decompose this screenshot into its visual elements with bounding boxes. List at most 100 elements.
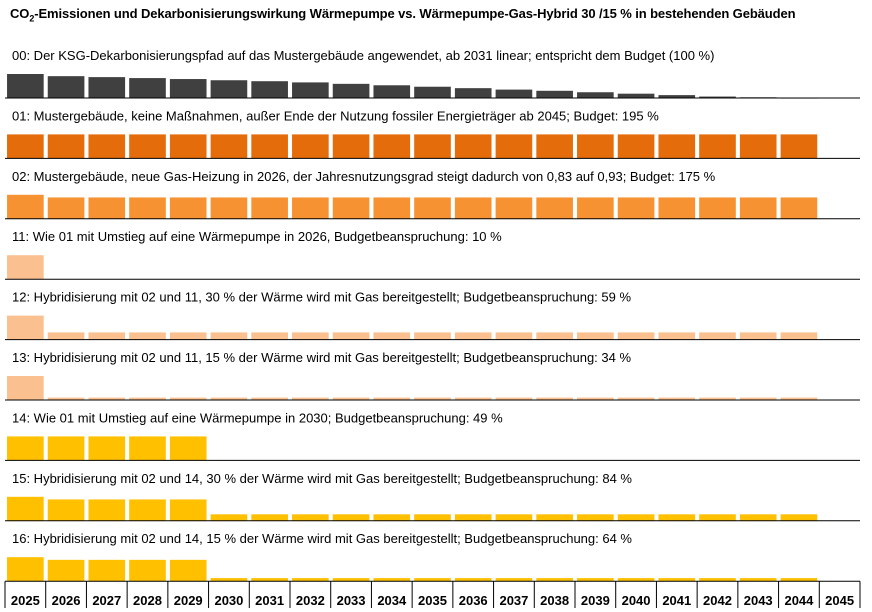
bar-0-2042: [699, 96, 736, 98]
bar-1-2025: [7, 134, 44, 159]
x-tick-label-2028: 2028: [133, 593, 162, 608]
bar-2-2041: [658, 197, 696, 219]
bar-6-2027: [88, 436, 126, 461]
bar-8-2036: [454, 578, 492, 582]
title-rest: -Emissionen und Dekarbonisierungswirkung…: [34, 6, 796, 21]
bar-5-2025: [7, 376, 44, 400]
bar-7-2027: [88, 499, 126, 521]
bar-1-2038: [536, 134, 573, 159]
bar-2-2042: [699, 197, 736, 219]
bar-8-2044: [780, 578, 818, 582]
bar-2-2032: [292, 197, 329, 219]
x-tick-label-2027: 2027: [92, 593, 121, 608]
x-tick-label-2039: 2039: [581, 593, 610, 608]
bar-2-2044: [780, 197, 818, 219]
chart-title: CO2-Emissionen und Dekarbonisierungswirk…: [10, 6, 870, 24]
bar-1-2037: [495, 134, 533, 159]
bar-5-2026: [47, 397, 85, 400]
x-tick-label-2026: 2026: [52, 593, 81, 608]
bar-4-2033: [332, 332, 370, 340]
bar-4-2038: [536, 332, 573, 340]
bar-7-2041: [658, 514, 696, 521]
bar-2-2030: [210, 197, 248, 219]
bar-1-2041: [658, 134, 696, 159]
bar-5-2042: [699, 397, 736, 400]
bar-1-2040: [617, 134, 655, 159]
bar-0-2028: [129, 78, 166, 98]
bar-0-2038: [536, 90, 573, 98]
bar-5-2028: [129, 397, 166, 400]
bar-0-2025: [7, 74, 44, 98]
bar-4-2037: [495, 332, 533, 340]
x-tick-label-2042: 2042: [703, 593, 732, 608]
series-label-5: 13: Hybridisierung mit 02 und 11, 15 % d…: [12, 350, 631, 365]
bar-1-2034: [373, 134, 411, 159]
bar-8-2033: [332, 578, 370, 582]
bar-5-2043: [739, 397, 777, 400]
bar-1-2030: [210, 134, 248, 159]
bar-1-2043: [739, 134, 777, 159]
series-label-0: 00: Der KSG-Dekarbonisierungspfad auf da…: [12, 48, 714, 63]
bar-2-2037: [495, 197, 533, 219]
bar-8-2040: [617, 578, 655, 582]
bar-8-2032: [292, 578, 329, 582]
bar-5-2037: [495, 397, 533, 400]
bar-8-2029: [169, 559, 207, 582]
bar-7-2026: [47, 499, 85, 521]
bar-5-2033: [332, 397, 370, 400]
bar-7-2031: [251, 514, 288, 521]
bar-2-2038: [536, 197, 573, 219]
series-label-3: 11: Wie 01 mit Umstieg auf eine Wärmepum…: [12, 229, 502, 244]
x-tick-label-2037: 2037: [499, 593, 528, 608]
x-tick-label-2025: 2025: [11, 593, 40, 608]
bar-1-2028: [129, 134, 166, 159]
bar-0-2034: [373, 85, 411, 98]
bar-4-2027: [88, 332, 126, 340]
title-subscript: 2: [29, 13, 35, 24]
bar-5-2031: [251, 397, 288, 400]
bar-2-2026: [47, 197, 85, 219]
bar-2-2034: [373, 197, 411, 219]
bar-8-2027: [88, 559, 126, 582]
bar-4-2036: [454, 332, 492, 340]
bar-4-2029: [169, 332, 207, 340]
bar-5-2027: [88, 397, 126, 400]
bar-7-2032: [292, 514, 329, 521]
bar-8-2034: [373, 578, 411, 582]
x-tick-label-2029: 2029: [174, 593, 203, 608]
x-tick-label-2032: 2032: [296, 593, 325, 608]
bar-3-2025: [7, 255, 44, 280]
x-tick-label-2033: 2033: [337, 593, 366, 608]
bar-5-2044: [780, 397, 818, 400]
x-tick-label-2034: 2034: [377, 593, 407, 608]
bar-5-2032: [292, 397, 329, 400]
bar-4-2034: [373, 332, 411, 340]
bar-4-2030: [210, 332, 248, 340]
bar-2-2029: [169, 197, 207, 219]
bar-4-2035: [414, 332, 451, 340]
title-prefix: CO: [10, 6, 30, 21]
bar-7-2030: [210, 514, 248, 521]
bar-1-2035: [414, 134, 451, 159]
bar-0-2031: [251, 81, 288, 98]
x-tick-label-2030: 2030: [214, 593, 243, 608]
series-label-6: 14: Wie 01 mit Umstieg auf eine Wärmepum…: [12, 410, 503, 425]
bar-7-2035: [414, 514, 451, 521]
bar-7-2025: [7, 496, 44, 521]
bar-1-2044: [780, 134, 818, 159]
bar-7-2036: [454, 514, 492, 521]
bar-8-2039: [577, 578, 614, 582]
bar-0-2037: [495, 89, 533, 98]
bar-2-2028: [129, 197, 166, 219]
bar-5-2035: [414, 397, 451, 400]
bar-8-2028: [129, 559, 166, 582]
bar-1-2036: [454, 134, 492, 159]
bar-2-2043: [739, 197, 777, 219]
bar-7-2040: [617, 514, 655, 521]
x-tick-label-2040: 2040: [622, 593, 651, 608]
bar-2-2039: [577, 197, 614, 219]
series-label-1: 01: Mustergebäude, keine Maßnahmen, auße…: [12, 108, 659, 123]
bar-0-2027: [88, 77, 126, 98]
bar-6-2025: [7, 436, 44, 461]
